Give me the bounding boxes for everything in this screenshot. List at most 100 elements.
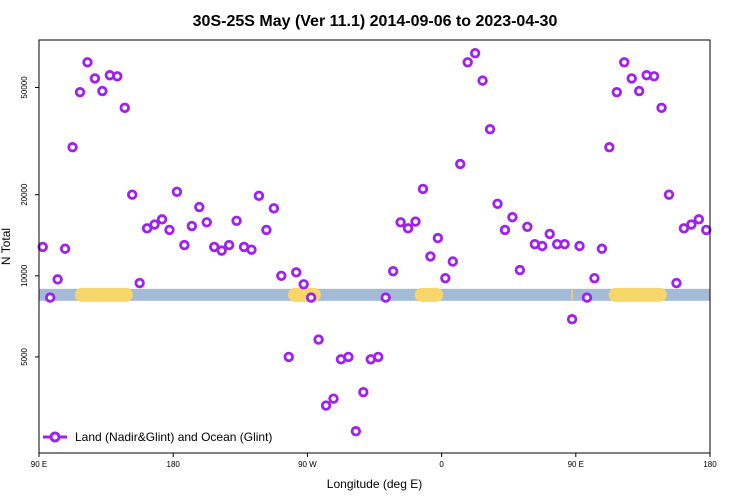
data-point <box>492 198 503 210</box>
data-point <box>656 102 667 114</box>
legend-marker-swatch <box>49 431 61 443</box>
land-ocean-band <box>39 287 710 302</box>
data-point <box>589 272 600 284</box>
data-point <box>82 57 93 68</box>
data-point <box>74 87 86 98</box>
ocean-band <box>39 288 710 301</box>
data-point <box>499 224 511 236</box>
chart-title: 30S-25S May (Ver 11.1) 2014-09-06 to 202… <box>193 13 558 30</box>
data-point <box>179 239 190 251</box>
data-point <box>633 85 645 97</box>
data-point <box>201 217 212 228</box>
data-point <box>44 292 56 303</box>
land-segment <box>608 287 667 302</box>
data-points <box>37 48 712 437</box>
data-point <box>283 351 294 363</box>
data-point <box>37 241 48 253</box>
data-point <box>246 244 257 255</box>
data-point <box>581 292 593 303</box>
data-point <box>171 186 183 197</box>
data-point <box>566 314 578 325</box>
data-point <box>432 232 444 244</box>
data-point <box>253 190 265 202</box>
data-point <box>156 214 168 225</box>
data-point <box>507 211 518 223</box>
data-point <box>447 256 458 267</box>
y-tick-label: 20000 <box>20 183 29 206</box>
data-point <box>648 71 660 82</box>
data-point <box>216 245 227 256</box>
data-point <box>97 85 108 97</box>
x-tick-label: 90 E <box>568 460 584 469</box>
data-point <box>89 73 101 84</box>
data-point <box>417 183 429 195</box>
land-segment <box>571 287 573 302</box>
data-point <box>477 75 488 86</box>
data-point <box>559 239 570 250</box>
data-point <box>619 57 630 68</box>
data-point <box>164 224 175 236</box>
data-point <box>149 219 160 230</box>
plot-frame <box>38 39 711 454</box>
y-tick-label: 5000 <box>20 347 29 365</box>
y-axis-label: N Total <box>0 228 13 265</box>
data-point <box>52 274 63 285</box>
data-point <box>440 272 451 284</box>
data-point <box>350 426 362 437</box>
data-point <box>611 87 623 98</box>
y-tick-label: 10000 <box>20 264 29 287</box>
data-point <box>671 277 682 289</box>
x-axis-ticks: 90 E 180 90 W 0 90 E 180 <box>31 453 717 469</box>
data-point <box>455 158 466 170</box>
data-point <box>268 203 280 214</box>
data-point <box>209 241 220 253</box>
data-point <box>276 270 287 282</box>
data-point <box>522 221 533 233</box>
x-tick-label: 180 <box>167 460 181 469</box>
data-point <box>291 267 302 278</box>
data-point <box>358 386 369 398</box>
y-tick-label: 50000 <box>20 76 29 99</box>
data-point <box>604 142 615 153</box>
data-point <box>693 214 705 225</box>
data-point <box>298 279 309 290</box>
data-point <box>320 400 332 411</box>
data-point <box>261 224 272 236</box>
data-point <box>537 240 548 252</box>
data-point <box>343 351 354 363</box>
x-axis-label: Longitude (deg E) <box>327 477 422 491</box>
data-point <box>387 266 399 277</box>
data-point <box>328 393 339 404</box>
data-point <box>701 224 712 236</box>
data-point <box>313 334 324 345</box>
data-point <box>231 215 242 226</box>
data-point <box>544 228 555 240</box>
data-point <box>141 223 153 234</box>
data-point <box>126 189 138 200</box>
data-point <box>678 223 690 234</box>
data-point <box>574 240 585 252</box>
data-point <box>469 48 481 59</box>
data-point <box>462 57 473 68</box>
data-point <box>410 216 421 227</box>
land-segment <box>74 287 133 302</box>
y-axis-ticks: 5000 10000 20000 50000 <box>20 76 39 366</box>
data-point <box>59 243 71 254</box>
data-point <box>514 264 526 276</box>
data-point <box>67 142 78 153</box>
data-point <box>626 73 637 84</box>
data-point <box>596 243 608 254</box>
x-tick-label: 90 W <box>298 460 317 469</box>
land-segment <box>288 287 321 302</box>
x-tick-label: 180 <box>703 460 717 469</box>
data-point <box>402 223 414 234</box>
data-point <box>373 351 384 363</box>
data-point <box>663 189 675 200</box>
data-point <box>112 71 123 82</box>
data-point <box>484 123 496 135</box>
legend-label: Land (Nadir&Glint) and Ocean (Glint) <box>75 430 272 444</box>
data-point <box>305 292 317 303</box>
data-point <box>134 277 145 289</box>
data-point <box>194 201 205 213</box>
